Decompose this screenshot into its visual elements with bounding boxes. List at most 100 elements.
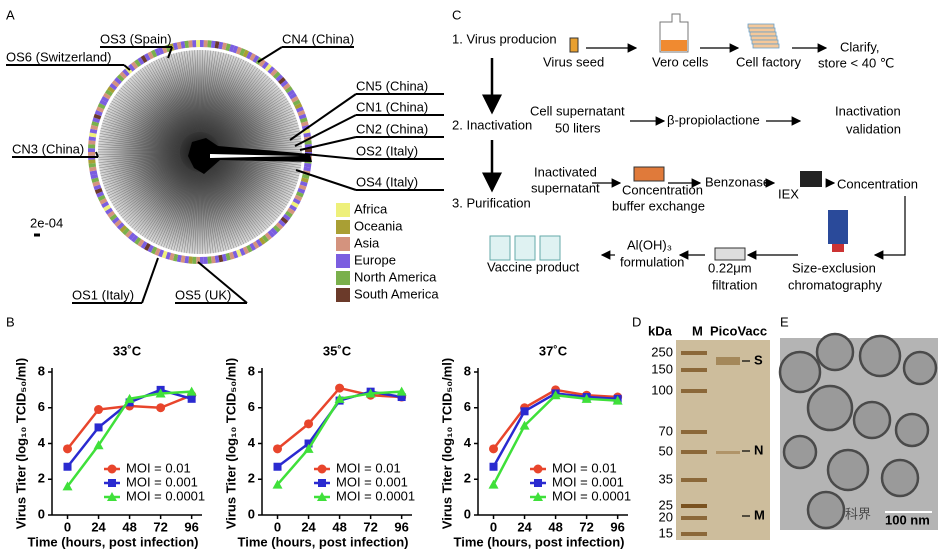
ring-segment <box>99 99 108 106</box>
branch <box>168 54 195 134</box>
ring-segment <box>180 255 186 263</box>
branch <box>178 171 197 252</box>
branch <box>216 96 286 142</box>
branch <box>127 79 186 138</box>
x-tick-label: 48 <box>332 519 346 534</box>
point <box>489 462 498 471</box>
ring-segment <box>158 46 165 55</box>
point <box>550 390 561 400</box>
virion <box>852 400 892 440</box>
virion <box>815 332 855 372</box>
branch <box>137 167 188 234</box>
x-tick-label: 72 <box>153 519 167 534</box>
branch <box>122 85 185 140</box>
x-axis-label: Time (hours, post infection) <box>28 534 199 549</box>
branch <box>209 62 249 135</box>
branch <box>183 51 198 133</box>
ring-segment <box>298 184 307 191</box>
branch <box>216 91 283 141</box>
x-tick-label: 96 <box>184 519 198 534</box>
branch <box>210 168 254 240</box>
leader <box>141 257 159 304</box>
branch <box>100 130 181 149</box>
leader <box>197 261 248 304</box>
branch <box>104 158 182 189</box>
ring-segment <box>107 210 116 218</box>
band-label: N <box>754 442 763 457</box>
branch <box>219 127 300 148</box>
ring-segment <box>154 48 161 57</box>
ring-segment <box>140 55 148 63</box>
flow-item: Benzonase <box>705 174 770 189</box>
branch <box>216 163 285 210</box>
branch <box>175 171 196 252</box>
branch <box>200 50 203 133</box>
tree-clade <box>210 154 300 158</box>
branch <box>200 171 203 254</box>
branch <box>117 163 184 213</box>
leader <box>295 169 357 191</box>
virion <box>778 350 822 394</box>
branch <box>98 152 181 158</box>
branch <box>189 50 199 133</box>
branch <box>178 52 197 133</box>
gel-band <box>716 357 740 365</box>
ring-segment <box>258 236 266 245</box>
x-tick-label: 24 <box>517 519 532 534</box>
leader <box>123 64 131 71</box>
branch <box>205 170 232 250</box>
legend-swatch <box>336 237 350 251</box>
y-tick-label: 2 <box>38 471 45 486</box>
flow-item: β-propiolactione <box>667 112 760 127</box>
legend-swatch <box>336 220 350 234</box>
branch <box>197 50 200 133</box>
leader <box>294 114 357 147</box>
ring-segment <box>105 89 113 97</box>
branch <box>213 166 269 228</box>
leader <box>299 136 357 151</box>
icon-vaccine <box>539 235 561 261</box>
branch <box>218 158 296 189</box>
branch <box>102 120 182 147</box>
point <box>612 395 623 405</box>
ring-segment <box>147 51 154 60</box>
branch <box>115 94 184 141</box>
icon-vaccine <box>489 235 511 261</box>
ladder-band <box>681 389 707 393</box>
branch <box>214 165 276 221</box>
flow-item: Cell factory <box>736 54 802 69</box>
branch <box>212 167 263 234</box>
branch <box>98 153 181 163</box>
branch <box>219 133 301 149</box>
ring-segment <box>207 256 212 264</box>
leader <box>257 46 283 63</box>
ring-segment <box>89 128 98 134</box>
branch <box>207 57 240 134</box>
legend-swatch <box>336 288 350 302</box>
flow-item: filtration <box>712 277 758 292</box>
point <box>489 444 499 454</box>
x-axis-label: Time (hours, post infection) <box>238 534 409 549</box>
point <box>93 440 104 450</box>
flow-item: Inactivation <box>835 103 901 118</box>
ring-segment <box>131 234 139 243</box>
branch <box>131 76 187 138</box>
ring-segment <box>137 239 145 247</box>
branch <box>173 171 196 251</box>
branch <box>217 160 291 199</box>
ring-segment <box>134 236 142 245</box>
branch <box>202 51 217 133</box>
branch <box>218 159 294 194</box>
branch <box>219 135 301 150</box>
branch <box>155 59 192 135</box>
branch <box>160 57 193 134</box>
branch <box>215 164 280 217</box>
ring-segment <box>125 230 133 238</box>
branch <box>105 159 182 192</box>
flow-item: Concentration <box>622 182 703 197</box>
x-tick-label: 0 <box>64 519 71 534</box>
flow-item: Virus seed <box>543 54 604 69</box>
ring-segment <box>225 252 231 261</box>
branch <box>148 169 191 241</box>
